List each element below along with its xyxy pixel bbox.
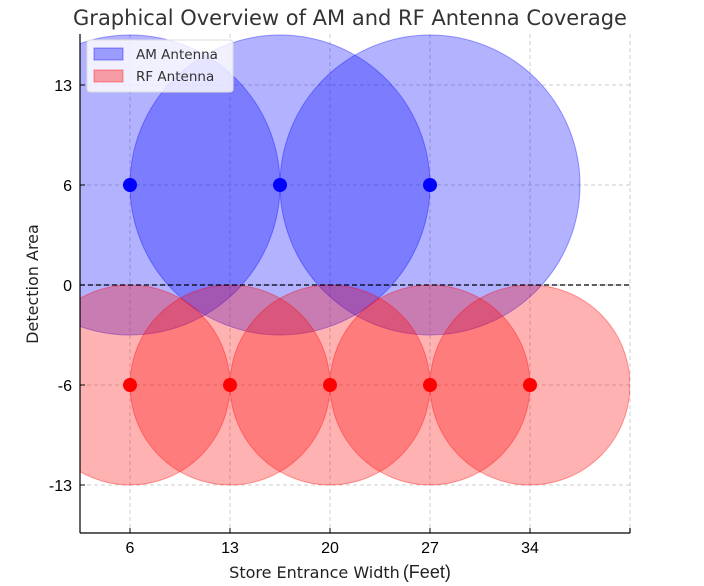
y-tick-label: 13 [54, 78, 72, 95]
legend-swatch-am [93, 47, 124, 61]
y-tick-label: -6 [58, 378, 72, 395]
x-tick-label: 6 [126, 540, 135, 557]
rf-antenna-point [323, 378, 337, 392]
am-antenna-point [273, 178, 287, 192]
chart-title: Graphical Overview of AM and RF Antenna … [73, 6, 627, 30]
antenna-points [123, 178, 537, 392]
x-axis-label: Store Entrance Width (Feet) [229, 562, 451, 582]
am-antenna-point [123, 178, 137, 192]
legend-swatch-rf [93, 69, 124, 83]
rf-antenna-point [123, 378, 137, 392]
x-tick-label: 20 [321, 540, 339, 557]
x-tick-label: 34 [521, 540, 539, 557]
y-axis-label: Detection Area [23, 224, 42, 344]
rf-antenna-point [423, 378, 437, 392]
rf-antenna-point [523, 378, 537, 392]
x-tick-label: 13 [221, 540, 239, 557]
tick-labels: 6 13 20 27 34 13 6 0 -6 -13 [49, 78, 539, 557]
y-tick-label: 6 [63, 178, 72, 195]
legend: AM Antenna RF Antenna [86, 39, 234, 93]
rf-antenna-point [223, 378, 237, 392]
legend-label-rf: RF Antenna [136, 69, 214, 85]
coverage-areas [80, 34, 630, 486]
x-tick-label: 27 [421, 540, 439, 557]
y-tick-label: -13 [49, 478, 72, 495]
am-antenna-point [423, 178, 437, 192]
y-tick-label: 0 [63, 278, 72, 295]
legend-label-am: AM Antenna [136, 47, 218, 63]
axes-frame [79, 34, 631, 534]
